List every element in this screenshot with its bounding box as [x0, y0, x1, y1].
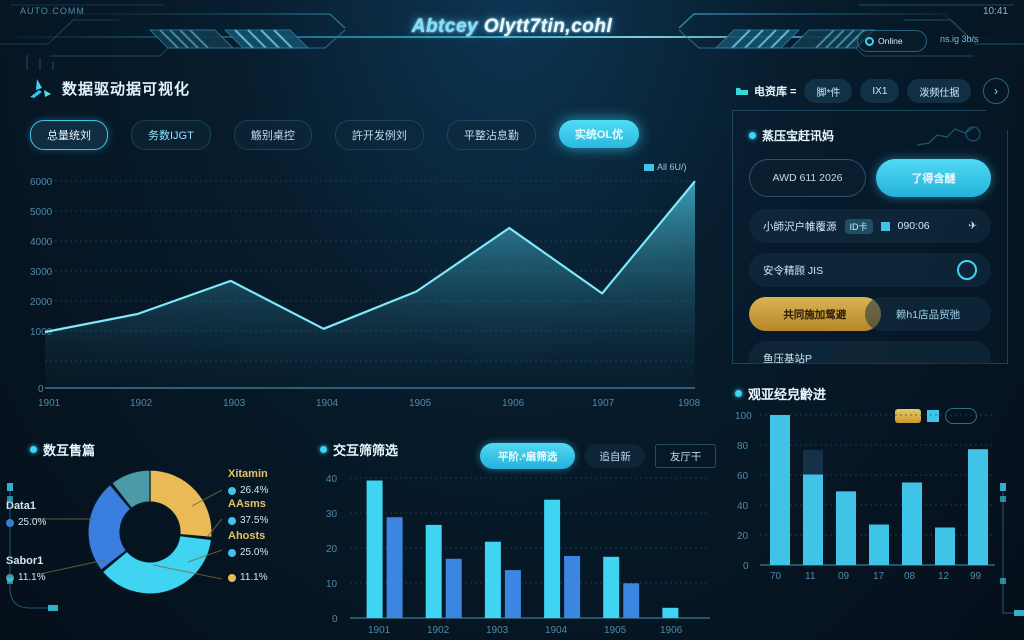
svg-text:1907: 1907 [592, 398, 615, 409]
svg-text:1905: 1905 [604, 625, 627, 636]
svg-text:1902: 1902 [427, 625, 450, 636]
svg-text:17: 17 [873, 571, 885, 582]
svg-text:10: 10 [326, 579, 338, 590]
svg-text:2000: 2000 [30, 297, 53, 308]
svg-text:1908: 1908 [678, 398, 700, 409]
svg-text:1901: 1901 [38, 398, 61, 409]
svg-text:60: 60 [737, 471, 749, 482]
svg-text:3000: 3000 [30, 267, 53, 278]
svg-text:11: 11 [805, 571, 816, 582]
svg-text:1904: 1904 [316, 398, 339, 409]
svg-text:99: 99 [970, 571, 982, 582]
svg-text:12: 12 [938, 571, 950, 582]
svg-text:1903: 1903 [486, 625, 509, 636]
svg-text:1906: 1906 [502, 398, 525, 409]
svg-text:1901: 1901 [368, 625, 391, 636]
svg-text:1903: 1903 [223, 398, 246, 409]
svg-text:1904: 1904 [545, 625, 568, 636]
svg-text:09: 09 [838, 571, 850, 582]
svg-text:08: 08 [904, 571, 916, 582]
svg-text:20: 20 [737, 531, 749, 542]
svg-text:40: 40 [326, 474, 338, 485]
svg-text:80: 80 [737, 441, 749, 452]
svg-text:1906: 1906 [660, 625, 683, 636]
svg-text:40: 40 [737, 501, 749, 512]
svg-text:5000: 5000 [30, 207, 53, 218]
svg-text:4000: 4000 [30, 237, 53, 248]
svg-text:30: 30 [326, 509, 338, 520]
svg-text:0: 0 [743, 561, 749, 572]
svg-text:1902: 1902 [130, 398, 153, 409]
svg-text:1905: 1905 [409, 398, 432, 409]
svg-text:70: 70 [770, 571, 782, 582]
svg-text:0: 0 [332, 614, 338, 625]
svg-text:100: 100 [735, 411, 752, 422]
svg-text:0: 0 [38, 384, 44, 395]
svg-text:20: 20 [326, 544, 338, 555]
svg-text:6000: 6000 [30, 177, 53, 188]
